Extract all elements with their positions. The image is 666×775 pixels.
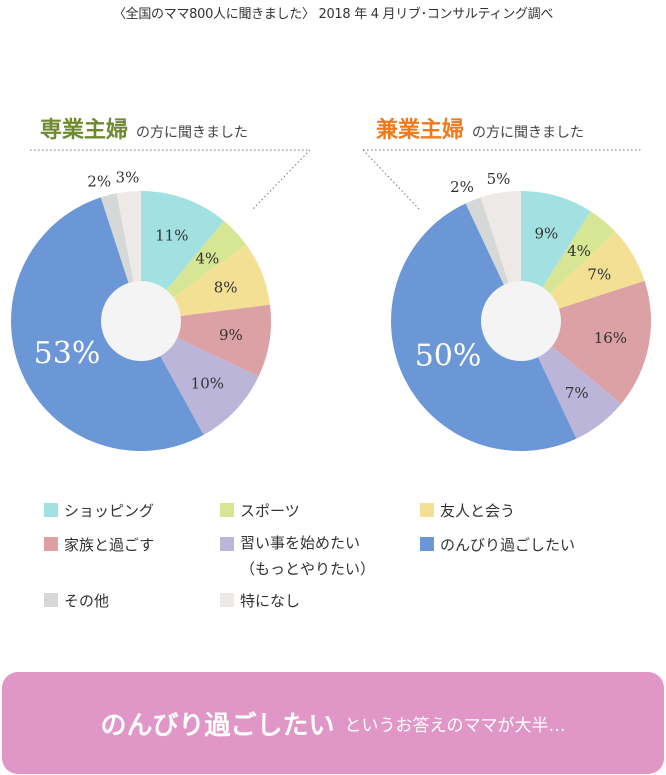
pie-label-other: 2% [87,173,111,191]
summary-banner: のんびり過ごしたい というお答えのママが大半… [2,672,664,774]
legend-label: 習い事を始めたい （もっとやりたい） [240,534,376,578]
pie-chart-fulltime: 11% 4% 8% 9% 10% 53% 2% 3% [10,169,272,451]
legend-item-family: 家族と過ごす [44,534,154,555]
heading-fulltime-housewife: 専業主婦 の方に聞きました [40,112,248,144]
legend-item-relax: のんびり過ごしたい [420,534,575,555]
legend-swatch-icon [44,593,58,607]
legend-item-shopping: ショッピング [44,500,154,521]
pie-slice-lessons [141,321,259,435]
pie-label-sports: 4% [567,242,591,260]
pie-label-shopping: 9% [534,225,558,243]
legend-item-sports: スポーツ [220,500,300,521]
legend-label: その他 [64,592,110,610]
pie-label-other: 2% [450,178,474,196]
legend-label: のんびり過ごしたい [440,536,576,554]
legend-label: 特になし [240,592,301,610]
pie-label-friends: 8% [214,279,238,297]
legend-label: スポーツ [240,502,300,520]
banner-highlight: のんびり過ごしたい [100,710,335,741]
pie-label-lessons: 7% [565,384,589,402]
legend-item-lessons: 習い事を始めたい （もっとやりたい） [220,534,375,582]
donut-hole [481,281,561,361]
pie-label-shopping: 11% [155,226,188,244]
pie-label-lessons: 10% [191,374,224,392]
donut-hole [101,281,181,361]
pie-label-friends: 7% [587,266,611,284]
legend-label: ショッピング [64,502,155,520]
pie-label-sports: 4% [195,250,219,268]
legend-swatch-icon [44,503,58,517]
legend-item-friends: 友人と会う [420,500,515,521]
pie-chart-working: 9% 4% 7% 16% 7% 50% 2% 5% [391,170,651,451]
legend-swatch-icon [220,503,234,517]
heading-working-housewife: 兼業主婦 の方に聞きました [376,112,584,144]
pie-label-nothing: 5% [487,170,511,188]
legend-item-nothing: 特になし [220,590,300,611]
pie-label-family: 16% [594,329,627,347]
legend-swatch-icon [44,537,58,551]
pie-label-relax: 53% [34,336,101,371]
heading-left-title: 専業主婦 [40,118,129,143]
pie-label-nothing: 3% [116,169,140,187]
pie-label-relax: 50% [415,338,482,373]
source-note: 〈全国のママ800人に聞きました〉 2018 年 4 月リブ･コンサルティング調… [112,7,554,22]
legend-item-other: その他 [44,590,109,611]
legend-label: 家族と過ごす [64,536,155,554]
pie-label-family: 9% [219,326,243,344]
legend-swatch-icon [220,537,234,551]
heading-right-subtitle: の方に聞きました [472,125,585,141]
legend-label: 友人と会う [440,502,516,520]
pie-charts: 11% 4% 8% 9% 10% 53% 2% 3% 9% 4% 7% 16% 7% 50% 2% 5% [10,149,651,451]
connector-lines [30,149,643,211]
legend-swatch-icon [420,537,434,551]
legend-swatch-icon [420,503,434,517]
heading-right-title: 兼業主婦 [376,118,465,143]
heading-left-subtitle: の方に聞きました [136,125,249,141]
legend-swatch-icon [220,593,234,607]
banner-text: というお答えのママが大半… [344,715,566,736]
